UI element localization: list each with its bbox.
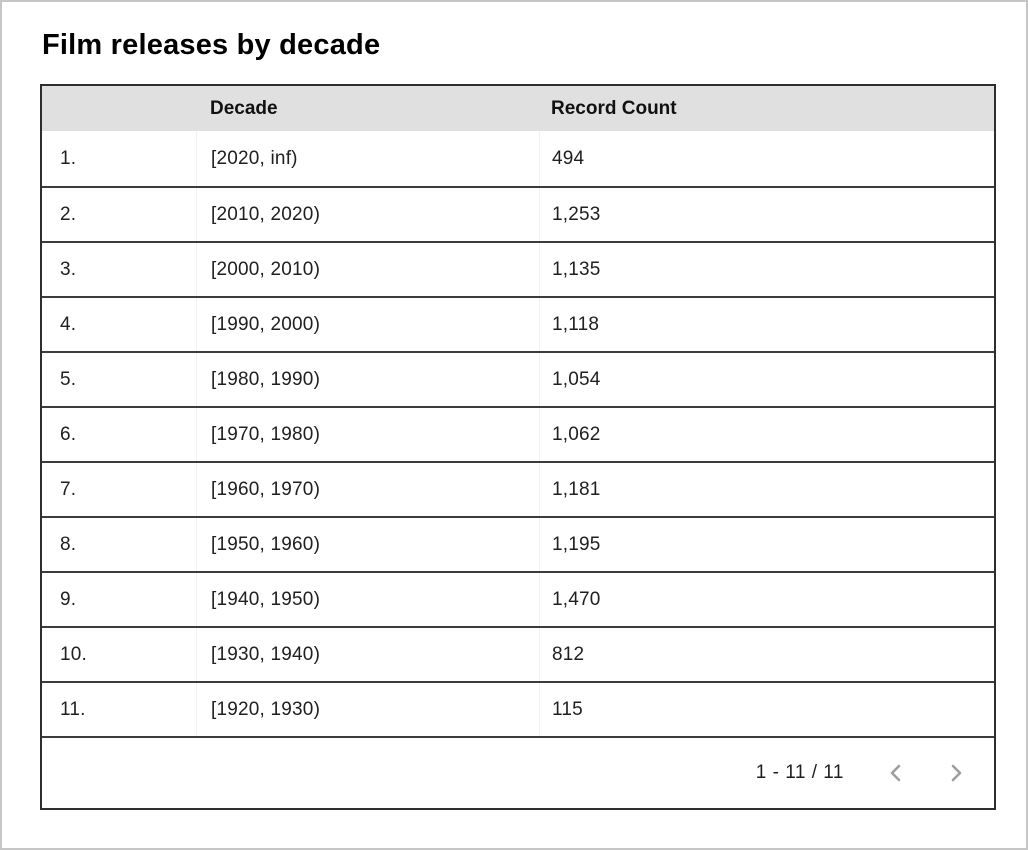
chevron-left-icon xyxy=(884,761,908,785)
cell-decade: [1920, 1930) xyxy=(196,683,539,736)
cell-record-count: 115 xyxy=(539,683,994,736)
row-index: 4. xyxy=(60,313,77,335)
chevron-right-icon xyxy=(944,761,968,785)
cell-record-count: 1,062 xyxy=(539,408,994,461)
row-index: 3. xyxy=(60,258,77,280)
table-row: 4. [1990, 2000) 1,118 xyxy=(42,296,994,351)
data-table: Decade Record Count 1. [2020, inf) 494 2… xyxy=(40,84,996,810)
pagination-range-label: 1 - 11 / 11 xyxy=(755,762,844,783)
row-index: 6. xyxy=(60,423,77,445)
cell-decade: [1970, 1980) xyxy=(196,408,539,461)
row-index: 7. xyxy=(60,478,77,500)
row-index: 1. xyxy=(60,147,77,169)
cell-record-count: 1,118 xyxy=(539,298,994,351)
table-row: 3. [2000, 2010) 1,135 xyxy=(42,241,994,296)
cell-record-count: 1,181 xyxy=(539,463,994,516)
table-row: 8. [1950, 1960) 1,195 xyxy=(42,516,994,571)
cell-decade: [1980, 1990) xyxy=(196,353,539,406)
page-title: Film releases by decade xyxy=(42,29,381,61)
table-row: 10. [1930, 1940) 812 xyxy=(42,626,994,681)
cell-record-count: 1,470 xyxy=(539,573,994,626)
cell-decade: [1950, 1960) xyxy=(196,518,539,571)
row-index: 2. xyxy=(60,203,77,225)
cell-record-count: 812 xyxy=(539,628,994,681)
table-header-row: Decade Record Count xyxy=(42,86,994,131)
pagination-prev-button[interactable] xyxy=(884,761,908,785)
table-footer: 1 - 11 / 11 xyxy=(42,736,994,808)
table-row: 5. [1980, 1990) 1,054 xyxy=(42,351,994,406)
cell-record-count: 1,253 xyxy=(539,188,994,241)
cell-record-count: 1,054 xyxy=(539,353,994,406)
row-index: 11. xyxy=(60,698,86,720)
row-index: 9. xyxy=(60,588,77,610)
cell-decade: [2020, inf) xyxy=(196,131,539,186)
cell-decade: [2000, 2010) xyxy=(196,243,539,296)
table-row: 11. [1920, 1930) 115 xyxy=(42,681,994,736)
cell-decade: [1930, 1940) xyxy=(196,628,539,681)
cell-decade: [2010, 2020) xyxy=(196,188,539,241)
cell-record-count: 1,135 xyxy=(539,243,994,296)
cell-decade: [1940, 1950) xyxy=(196,573,539,626)
cell-record-count: 494 xyxy=(539,131,994,186)
cell-decade: [1990, 2000) xyxy=(196,298,539,351)
table-row: 1. [2020, inf) 494 xyxy=(42,131,994,186)
row-index: 8. xyxy=(60,533,77,555)
header-record-count[interactable]: Record Count xyxy=(551,97,677,119)
table-row: 6. [1970, 1980) 1,062 xyxy=(42,406,994,461)
table-row: 7. [1960, 1970) 1,181 xyxy=(42,461,994,516)
pagination-next-button[interactable] xyxy=(944,761,968,785)
table-row: 9. [1940, 1950) 1,470 xyxy=(42,571,994,626)
row-index: 5. xyxy=(60,368,77,390)
table-row: 2. [2010, 2020) 1,253 xyxy=(42,186,994,241)
cell-decade: [1960, 1970) xyxy=(196,463,539,516)
header-decade[interactable]: Decade xyxy=(210,97,278,119)
cell-record-count: 1,195 xyxy=(539,518,994,571)
row-index: 10. xyxy=(60,643,88,665)
